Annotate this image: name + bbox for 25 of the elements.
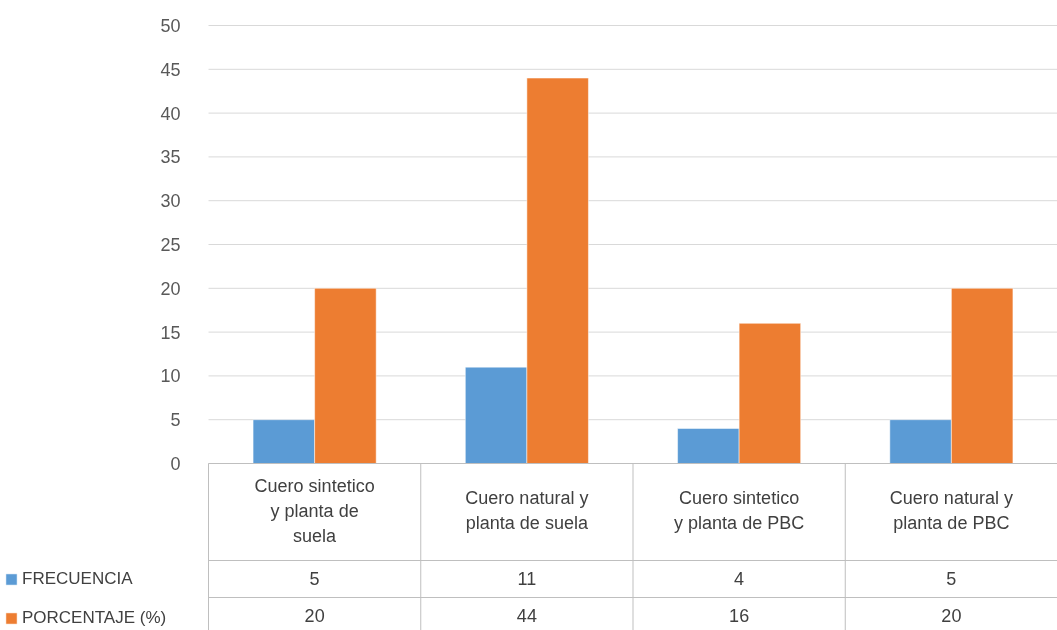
x-tick-label: Cuero natural y planta de suela [465, 488, 589, 533]
data-label: 11 [517, 569, 537, 589]
x-tick-label: Cuero sintetico y planta de suela [254, 475, 375, 546]
data-label: 16 [729, 606, 750, 626]
y-tick-label: 45 [160, 59, 181, 80]
data-label: 44 [516, 606, 537, 626]
legend-label: PORCENTAJE (%) [22, 608, 167, 628]
data-label: 5 [946, 569, 957, 589]
data-label: 5 [309, 569, 320, 589]
data-label: 4 [734, 569, 745, 589]
y-tick-label: 40 [160, 103, 181, 124]
data-label: 20 [304, 606, 325, 626]
data-label: 20 [941, 606, 962, 626]
x-tick-label: Cuero sintetico y planta de PBC [674, 488, 805, 533]
y-tick-label: 10 [160, 366, 181, 387]
legend-label: FRECUENCIA [22, 569, 133, 589]
y-tick-label: 35 [160, 147, 181, 168]
y-tick-label: 5 [170, 410, 181, 431]
y-tick-label: 25 [160, 235, 181, 255]
x-tick-label: Cuero natural y planta de PBC [889, 488, 1013, 533]
y-tick-label: 20 [160, 278, 181, 299]
y-tick-label: 15 [160, 322, 181, 343]
y-tick-label: 30 [160, 191, 181, 212]
y-tick-label: 50 [160, 16, 181, 36]
y-tick-label: 0 [170, 454, 181, 474]
